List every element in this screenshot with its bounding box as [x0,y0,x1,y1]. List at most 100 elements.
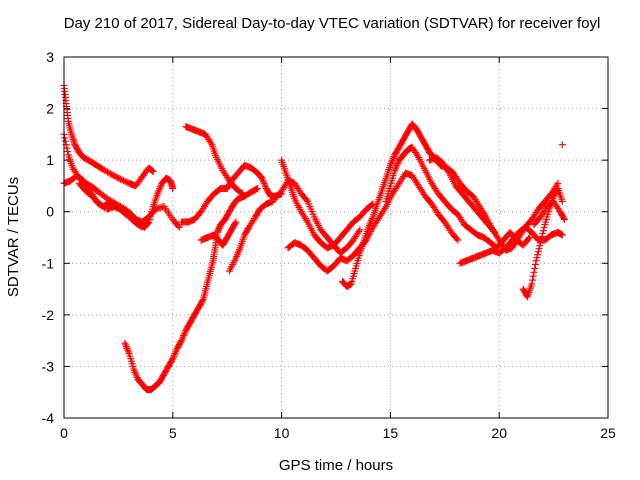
data-point [233,251,241,259]
y-tick-label: 1 [46,152,54,168]
data-point [121,208,129,216]
data-point [272,194,280,202]
y-tick-label: -4 [42,410,55,426]
data-point [61,134,69,142]
data-point [558,231,566,239]
data-point [387,160,395,168]
data-point [537,236,545,244]
chart-title: Day 210 of 2017, Sidereal Day-to-day VTE… [64,15,601,32]
series-arc-13 [382,143,534,252]
data-point [130,367,138,375]
data-point [102,167,110,175]
data-point [123,344,131,352]
data-point [148,166,156,174]
data-point [101,166,109,174]
x-axis-label: GPS time / hours [279,457,393,474]
data-point [172,346,180,354]
data-point [259,178,267,186]
data-point [368,215,376,223]
data-point [365,223,373,231]
series-arc-17 [530,197,568,229]
data-point [389,156,397,164]
data-point [155,186,163,194]
data-point [533,254,541,262]
data-point [121,339,129,347]
x-tick-label: 5 [169,425,177,441]
data-point [148,167,156,175]
data-point [558,197,566,205]
x-tick-label: 20 [491,425,507,441]
series-arc-15 [456,223,566,267]
data-point [386,161,394,169]
data-point [207,139,215,147]
y-tick-label: -2 [42,307,55,323]
data-point [391,165,399,173]
data-point [172,348,180,356]
data-point [273,192,281,200]
data-point [560,215,568,223]
data-point [122,341,130,349]
data-point [539,227,547,235]
data-point [108,171,116,179]
data-point [394,160,402,168]
data-point [529,276,537,284]
data-point [122,343,130,351]
data-point [124,346,132,354]
x-tick-label: 10 [274,425,290,441]
data-point [231,219,239,227]
series-arc-4 [75,179,183,231]
data-point [261,181,269,189]
series-arc-8 [197,218,240,249]
data-point [453,235,461,243]
data-point [232,254,240,262]
y-tick-label: -3 [42,358,55,374]
data-point [171,350,179,358]
data-point [119,207,127,215]
series-arc-7 [178,161,286,226]
data-point [118,176,126,184]
data-point [368,216,376,224]
data-point [117,205,125,213]
data-point [490,227,498,235]
data-point [174,222,182,230]
data-point [262,183,270,191]
data-point [234,249,242,257]
data-point [117,175,125,183]
data-point [132,370,140,378]
data-point [114,174,122,182]
data-point [178,337,186,345]
data-point [535,245,543,253]
data-point [111,172,119,180]
data-point [106,170,114,178]
data-point [537,239,545,247]
data-point [105,169,113,177]
data-point [149,167,157,175]
data-point [178,335,186,343]
data-point [536,242,544,250]
data-point [109,171,117,179]
data-point [154,190,162,198]
data-point [122,178,130,186]
data-point [530,268,538,276]
series-arc-10 [278,156,377,252]
data-points [60,81,568,394]
data-point [528,280,536,288]
data-point [491,228,499,236]
data-point [143,220,151,228]
data-point [95,200,103,208]
data-point [180,331,188,339]
data-point [444,167,452,175]
data-point [390,153,398,161]
data-point [64,148,72,156]
data-point [232,218,240,226]
data-point [389,154,397,162]
y-tick-label: 3 [46,49,54,65]
data-point [119,177,127,185]
data-point [236,246,244,254]
data-point [98,202,106,210]
data-point [393,161,401,169]
data-point [130,365,138,373]
data-point [538,233,546,241]
y-tick-labels: -4 -3 -2 -1 0 1 2 3 [42,49,55,426]
